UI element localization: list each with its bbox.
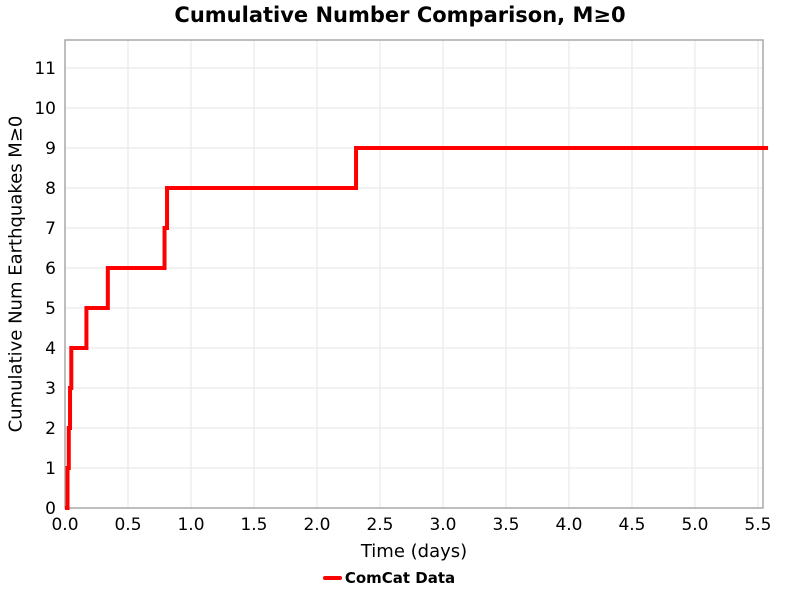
y-tick-label: 4 xyxy=(45,339,56,359)
x-tick-label: 5.0 xyxy=(681,515,708,535)
x-tick-label: 4.5 xyxy=(618,515,645,535)
x-tick-label: 0.5 xyxy=(114,515,141,535)
x-tick-label: 2.5 xyxy=(366,515,393,535)
x-tick-label: 0.0 xyxy=(51,515,78,535)
plot-frame xyxy=(64,39,764,509)
x-tick-label: 1.0 xyxy=(177,515,204,535)
y-tick-label: 6 xyxy=(45,259,56,279)
x-tick-label: 3.0 xyxy=(429,515,456,535)
y-tick-label: 9 xyxy=(45,139,56,159)
y-tick-label: 3 xyxy=(45,379,56,399)
series-line-comcat-data xyxy=(65,146,769,510)
y-tick-label: 5 xyxy=(45,299,56,319)
y-tick-label: 2 xyxy=(45,419,56,439)
y-tick-label: 10 xyxy=(34,99,56,119)
y-axis-label: Cumulative Num Earthquakes M≥0 xyxy=(5,115,27,433)
x-tick-label: 5.5 xyxy=(744,515,771,535)
legend-label: ComCat Data xyxy=(344,569,456,587)
legend: ComCat Data xyxy=(0,569,778,587)
y-tick-label: 0 xyxy=(45,499,56,519)
legend-line-swatch xyxy=(322,576,342,580)
x-tick-label: 4.0 xyxy=(555,515,582,535)
x-tick-label: 1.5 xyxy=(240,515,267,535)
chart-title: Cumulative Number Comparison, M≥0 xyxy=(174,3,626,27)
y-tick-label: 11 xyxy=(34,59,56,79)
x-axis-label: Time (days) xyxy=(360,541,468,562)
x-tick-label: 2.0 xyxy=(303,515,330,535)
y-tick-label: 8 xyxy=(45,179,56,199)
y-tick-label: 7 xyxy=(45,219,56,239)
x-tick-label: 3.5 xyxy=(492,515,519,535)
y-tick-label: 1 xyxy=(45,459,56,479)
